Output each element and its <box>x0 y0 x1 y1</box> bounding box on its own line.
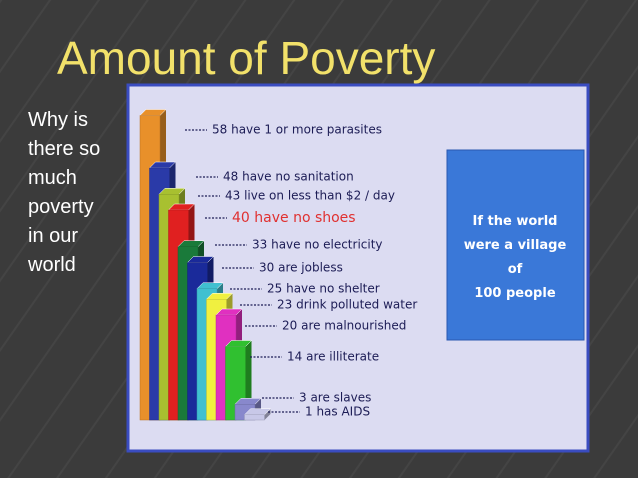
annotation-line: 100 people <box>474 286 555 301</box>
annotation: If the world were a village of 100 people <box>464 214 567 301</box>
value-label: 23 drink polluted water <box>277 298 417 312</box>
value-label: 43 live on less than $2 / day <box>225 189 395 203</box>
annotation-line: If the world <box>473 214 558 229</box>
value-label: 33 have no electricity <box>252 238 383 252</box>
value-label: 30 are jobless <box>259 261 343 275</box>
value-label: 20 are malnourished <box>282 319 406 333</box>
body-line: in our <box>28 225 78 247</box>
body-line: world <box>27 254 76 276</box>
value-label: 40 have no shoes <box>232 210 356 226</box>
annotation-line: of <box>508 262 523 277</box>
body-line: poverty <box>28 196 94 218</box>
value-label: 1 has AIDS <box>305 405 370 419</box>
body-line: much <box>28 167 77 189</box>
value-label: 14 are illiterate <box>287 350 379 364</box>
value-label: 58 have 1 or more parasites <box>212 123 382 137</box>
value-label: 48 have no sanitation <box>223 170 354 184</box>
bar-front <box>244 414 265 421</box>
slide-title: Amount of Poverty <box>57 32 435 84</box>
body-text: Why is there so much poverty in our world <box>27 109 100 276</box>
value-label: 3 are slaves <box>299 391 371 405</box>
value-label: 25 have no shelter <box>267 282 380 296</box>
body-line: there so <box>28 138 100 160</box>
labels: 58 have 1 or more parasites 48 have no sa… <box>185 123 417 419</box>
annotation-line: were a village <box>464 238 567 253</box>
annotation-box <box>446 149 585 341</box>
body-line: Why is <box>28 109 88 131</box>
bars <box>139 109 272 421</box>
